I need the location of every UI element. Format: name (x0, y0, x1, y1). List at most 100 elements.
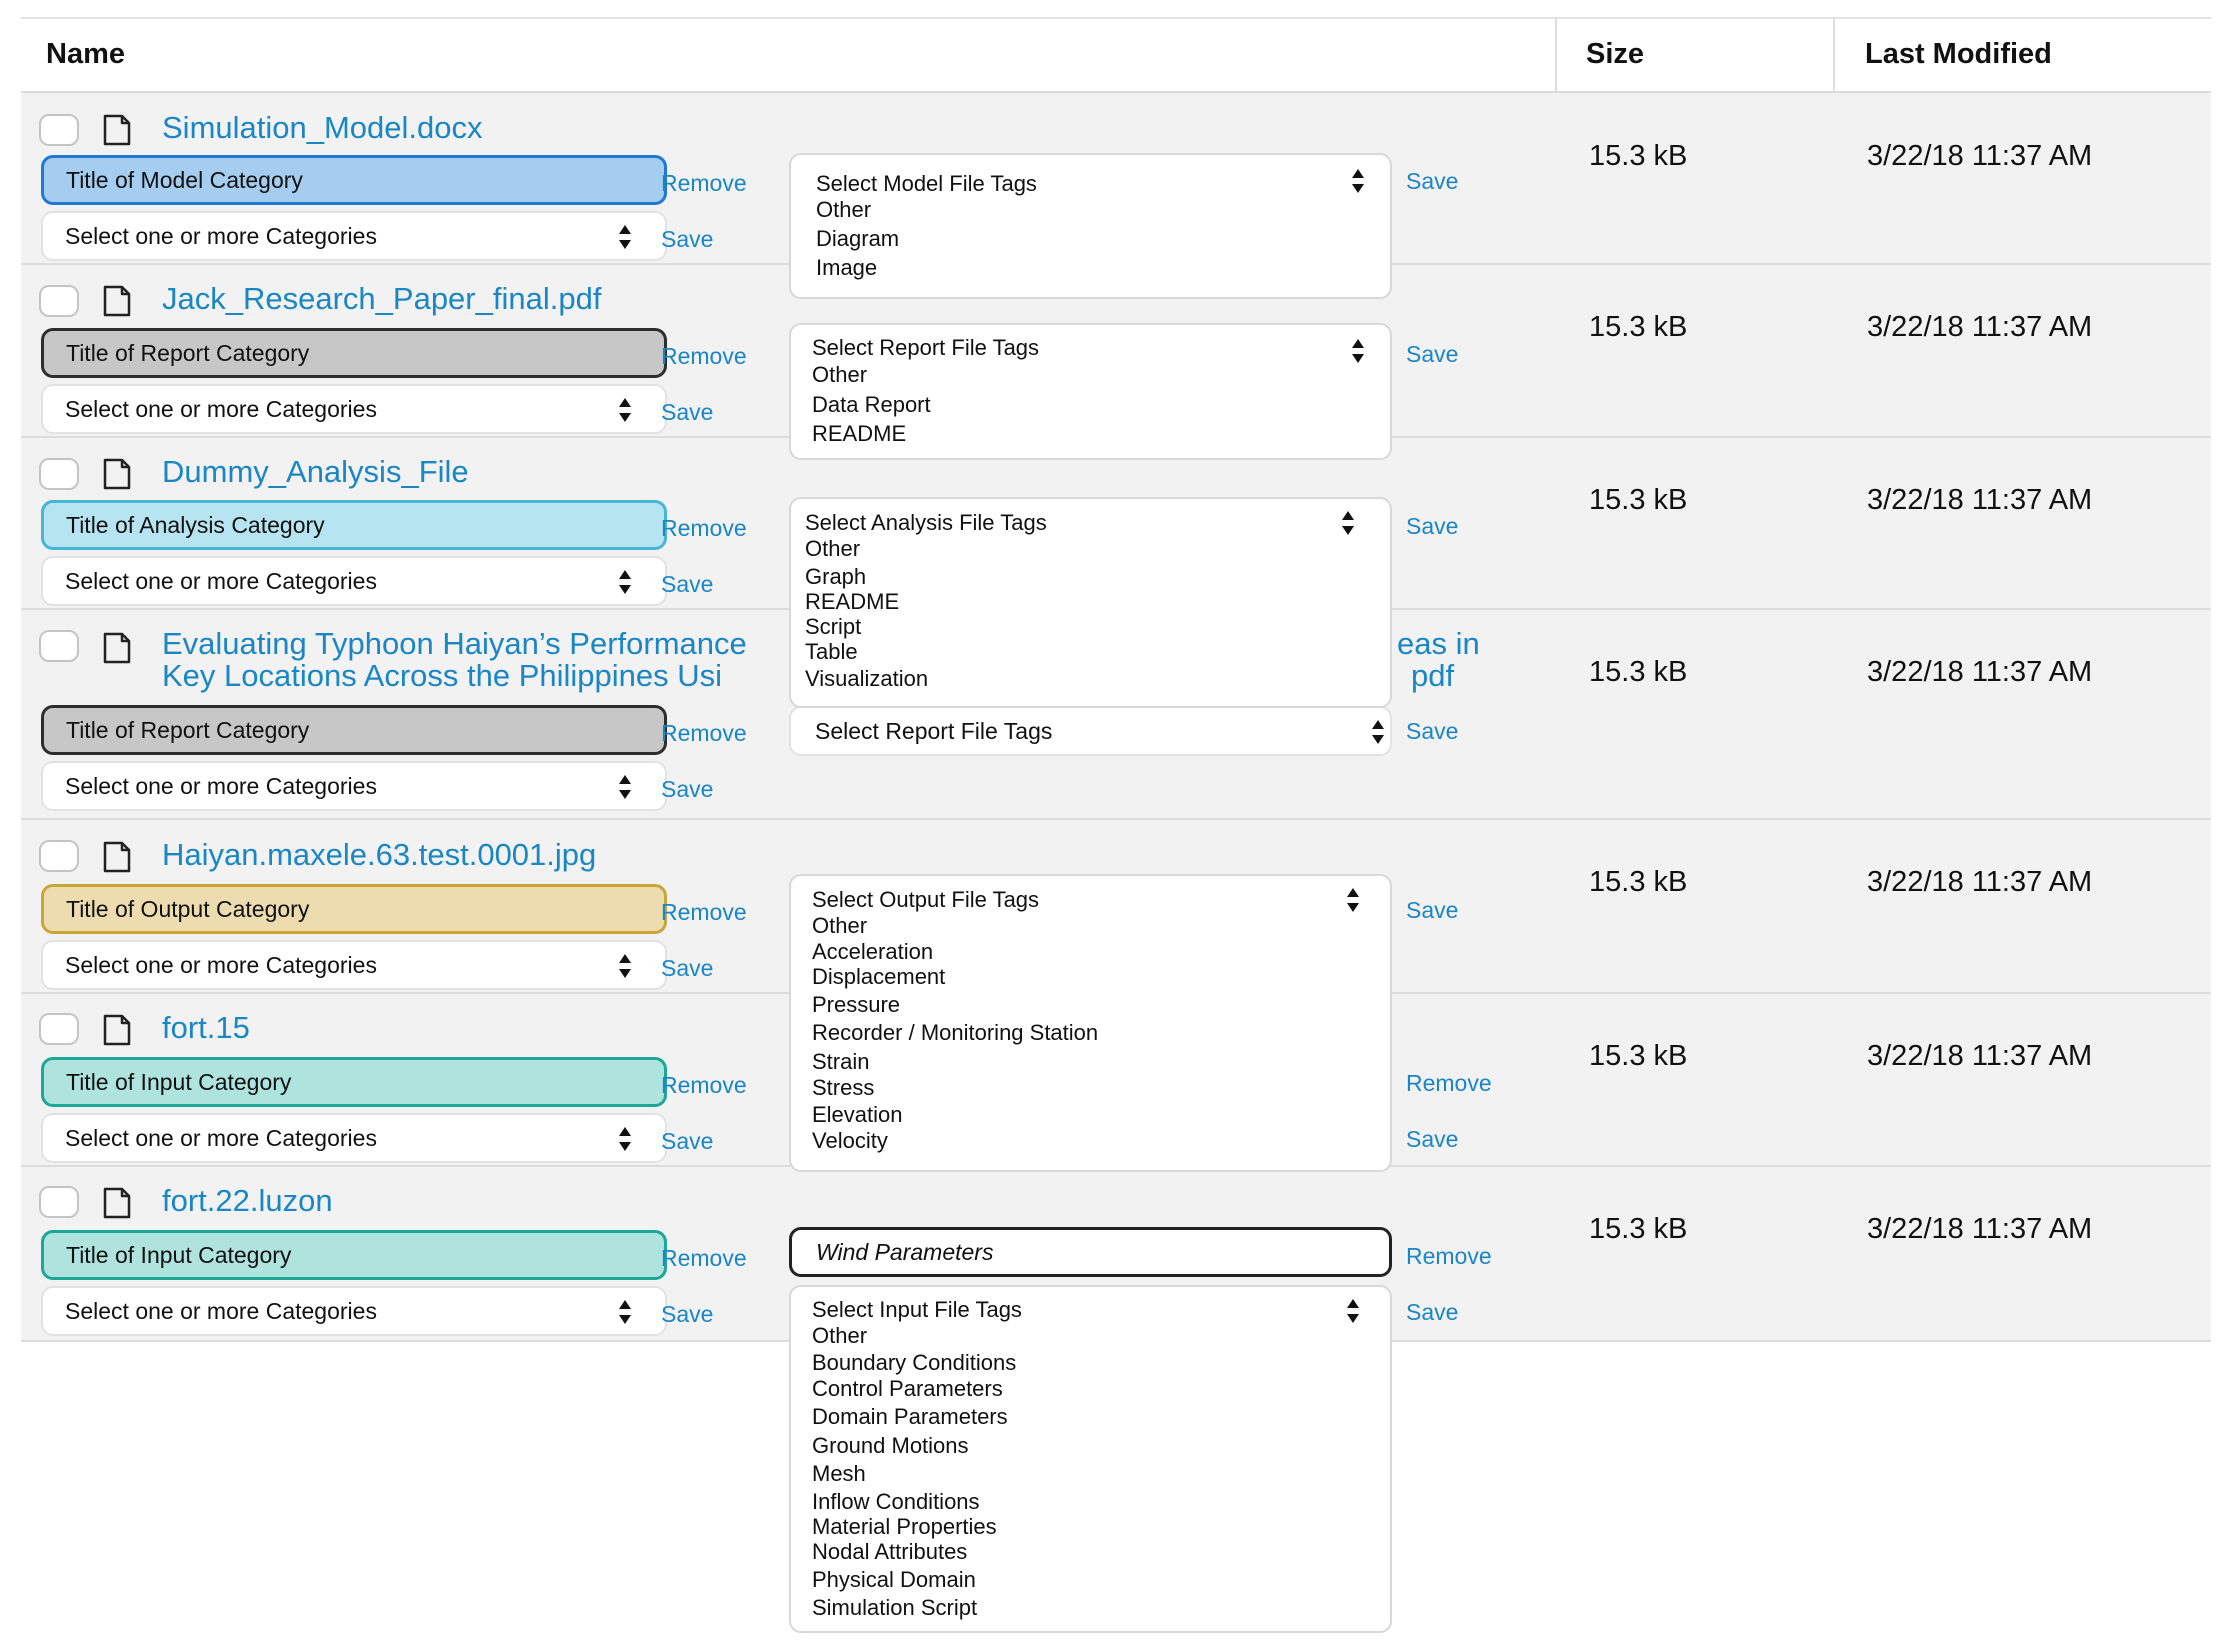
modified-column-header[interactable]: Last Modified (1865, 38, 2052, 70)
row-checkbox[interactable] (39, 1186, 79, 1218)
last-modified: 3/22/18 11:37 AM (1867, 311, 2093, 343)
tag-option[interactable]: README (812, 421, 907, 446)
tag-option[interactable]: Strain (812, 1049, 870, 1074)
save-tags-link[interactable]: Save (1406, 1299, 1459, 1325)
category-title-badge[interactable]: Title of Input Category (41, 1230, 667, 1280)
row-checkbox[interactable] (39, 840, 79, 872)
tag-option[interactable]: Pressure (812, 992, 901, 1017)
remove-category-link[interactable]: Remove (661, 343, 747, 369)
category-title-badge[interactable]: Title of Report Category (41, 328, 667, 378)
save-category-link[interactable]: Save (661, 776, 714, 802)
file-name-link[interactable]: Dummy_Analysis_File (162, 454, 469, 489)
tag-option[interactable]: Mesh (812, 1461, 866, 1486)
tag-option[interactable]: Other (812, 1323, 868, 1348)
size-column-header[interactable]: Size (1586, 38, 1645, 70)
tag-option[interactable]: Simulation Script (812, 1595, 978, 1620)
tag-option[interactable]: Displacement (812, 964, 946, 989)
save-tags-link[interactable]: Save (1406, 513, 1459, 539)
tag-option[interactable]: Acceleration (812, 939, 934, 964)
remove-category-link[interactable]: Remove (661, 515, 747, 541)
category-select[interactable]: Select one or more Categories (41, 1113, 667, 1163)
category-select[interactable]: Select one or more Categories (41, 1286, 667, 1336)
tag-option[interactable]: Other (816, 197, 872, 222)
save-tags-link[interactable]: Save (1406, 341, 1459, 367)
tag-option[interactable]: Velocity (812, 1128, 888, 1153)
category-title-badge[interactable]: Title of Model Category (41, 155, 667, 205)
row-checkbox[interactable] (39, 1013, 79, 1045)
file-name-link[interactable]: Haiyan.maxele.63.test.0001.jpg (162, 837, 597, 872)
file-name-link[interactable]: fort.15 (162, 1010, 250, 1045)
remove-tag-link[interactable]: Remove (1406, 1070, 1492, 1096)
tag-option[interactable]: Nodal Attributes (812, 1539, 968, 1564)
row-checkbox[interactable] (39, 285, 79, 317)
category-select[interactable]: Select one or more Categories (41, 384, 667, 434)
tag-option[interactable]: README (805, 589, 900, 614)
report-tags-listbox[interactable]: Select Report File Tags Other Data Repor… (789, 323, 1392, 460)
tag-option[interactable]: Graph (805, 564, 867, 589)
remove-category-link[interactable]: Remove (661, 1245, 747, 1271)
file-name-link[interactable]: fort.22.luzon (162, 1183, 333, 1218)
wind-parameters-input[interactable]: Wind Parameters (789, 1227, 1392, 1277)
save-category-link[interactable]: Save (661, 571, 714, 597)
tags-placeholder: Select Output File Tags (812, 887, 1040, 912)
save-category-link[interactable]: Save (661, 955, 714, 981)
tag-option[interactable]: Physical Domain (812, 1567, 976, 1592)
tag-option[interactable]: Script (805, 614, 862, 639)
remove-category-link[interactable]: Remove (661, 899, 747, 925)
save-category-link[interactable]: Save (661, 399, 714, 425)
save-tags-link[interactable]: Save (1406, 897, 1459, 923)
remove-category-link[interactable]: Remove (661, 1072, 747, 1098)
output-tags-listbox[interactable]: Select Output File Tags Other Accelerati… (789, 874, 1392, 1172)
tag-option[interactable]: Table (805, 639, 858, 664)
save-tags-link[interactable]: Save (1406, 1126, 1459, 1152)
tag-option[interactable]: Image (816, 255, 878, 280)
category-select[interactable]: Select one or more Categories (41, 211, 667, 261)
tag-option[interactable]: Material Properties (812, 1514, 997, 1539)
tag-option[interactable]: Recorder / Monitoring Station (812, 1020, 1099, 1045)
tags-select[interactable]: Select Report File Tags (789, 706, 1392, 756)
tag-option[interactable]: Data Report (812, 392, 931, 417)
category-title-badge[interactable]: Title of Input Category (41, 1057, 667, 1107)
tag-option[interactable]: Other (805, 536, 861, 561)
name-column-header[interactable]: Name (46, 38, 125, 70)
save-tags-link[interactable]: Save (1406, 718, 1459, 744)
tag-option[interactable]: Inflow Conditions (812, 1489, 980, 1514)
row-checkbox[interactable] (39, 630, 79, 662)
remove-category-link[interactable]: Remove (661, 170, 747, 196)
category-title-badge[interactable]: Title of Report Category (41, 705, 667, 755)
row-checkbox[interactable] (39, 458, 79, 490)
file-name-link-line2[interactable]: Key Locations Across the Philippines Usi (162, 658, 723, 693)
category-title-badge[interactable]: Title of Analysis Category (41, 500, 667, 550)
save-tags-link[interactable]: Save (1406, 168, 1459, 194)
tag-option[interactable]: Other (812, 913, 868, 938)
save-category-link[interactable]: Save (661, 1301, 714, 1327)
tag-option[interactable]: Ground Motions (812, 1433, 969, 1458)
tag-option[interactable]: Visualization (805, 666, 929, 691)
save-category-link[interactable]: Save (661, 1128, 714, 1154)
remove-tag-link[interactable]: Remove (1406, 1243, 1492, 1269)
tag-option[interactable]: Boundary Conditions (812, 1350, 1017, 1375)
tag-option[interactable]: Diagram (816, 226, 900, 251)
file-name-link-line1[interactable]: Evaluating Typhoon Haiyan’s Performance (162, 626, 747, 661)
category-select[interactable]: Select one or more Categories (41, 761, 667, 811)
category-select[interactable]: Select one or more Categories (41, 940, 667, 990)
file-name-link[interactable]: Jack_Research_Paper_final.pdf (162, 281, 602, 316)
file-name-link-line1-end[interactable]: eas in (1397, 626, 1480, 661)
save-category-link[interactable]: Save (661, 226, 714, 252)
tag-option[interactable]: Other (812, 362, 868, 387)
tag-option[interactable]: Stress (812, 1075, 875, 1100)
file-name-link-line2-end[interactable]: pdf (1411, 658, 1455, 693)
tag-option[interactable]: Elevation (812, 1102, 903, 1127)
category-select[interactable]: Select one or more Categories (41, 556, 667, 606)
model-tags-listbox[interactable]: Select Model File Tags Other Diagram Ima… (789, 153, 1392, 299)
analysis-tags-listbox[interactable]: Select Analysis File Tags Other Graph RE… (789, 497, 1392, 708)
row-checkbox[interactable] (39, 114, 79, 146)
remove-category-link[interactable]: Remove (661, 720, 747, 746)
file-name-link[interactable]: Simulation_Model.docx (162, 110, 483, 145)
tag-option[interactable]: Domain Parameters (812, 1404, 1008, 1429)
document-icon (103, 1014, 131, 1046)
tag-option[interactable]: Control Parameters (812, 1376, 1003, 1401)
category-title-badge[interactable]: Title of Output Category (41, 884, 667, 934)
input-tags-listbox[interactable]: Select Input File Tags Other Boundary Co… (789, 1285, 1392, 1633)
